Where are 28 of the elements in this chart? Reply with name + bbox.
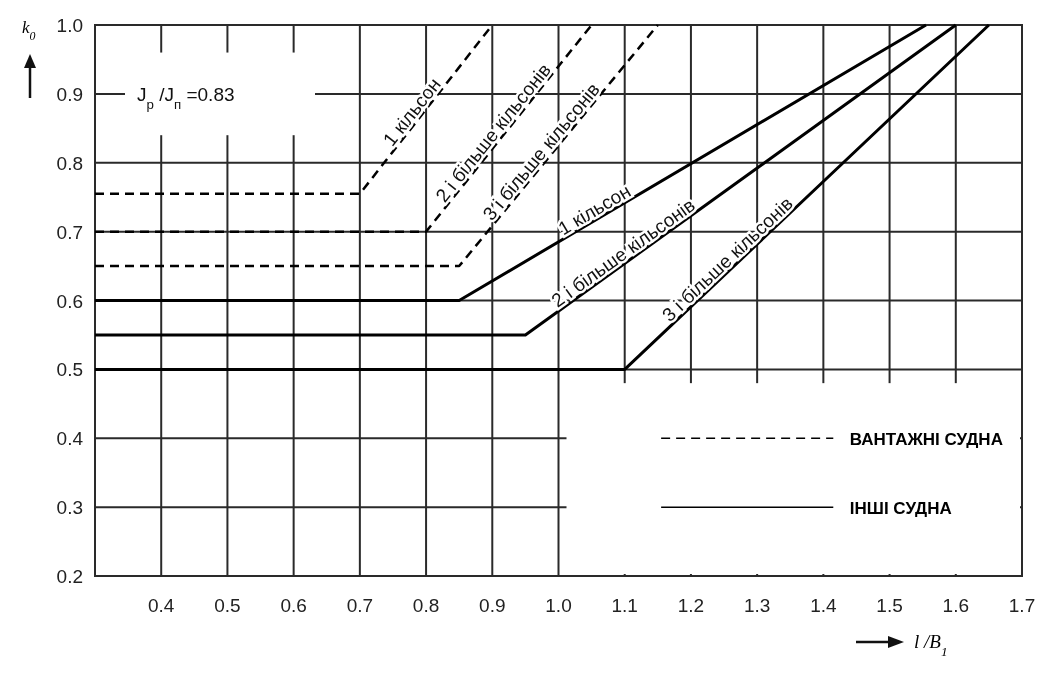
y-tick-label: 0.7 (56, 221, 83, 243)
x-tick-label: 0.7 (346, 595, 374, 616)
annotation: ВАНТАЖНІ СУДНА (849, 430, 1003, 450)
x-tick-label: 1.1 (611, 595, 638, 616)
x-tick-label: 1.5 (876, 595, 903, 616)
y-axis-title: k$_{0}$ (22, 18, 36, 43)
x-tick-label: 1.3 (743, 595, 771, 616)
x-tick-label: 1.2 (677, 595, 705, 616)
annotation: J$_{р}$ /J$_{п}$ =0.83 (137, 83, 235, 112)
y-tick-label: 0.2 (56, 566, 83, 587)
x-tick-label: 1.0 (545, 595, 572, 616)
y-tick-label: 0.3 (56, 497, 83, 519)
y-tick-label: 0.9 (56, 83, 83, 105)
x-tick-label: 0.8 (412, 595, 440, 616)
x-axis-title: l /B$_{1}$ (914, 631, 948, 659)
y-tick-label: 0.6 (56, 290, 83, 312)
y-tick-label: 0.5 (56, 359, 83, 381)
x-tick-label: 0.6 (280, 595, 307, 616)
x-tick-label: 0.9 (479, 595, 506, 616)
x-tick-label: 0.5 (214, 595, 241, 616)
annotation: ІНШІ СУДНА (849, 499, 952, 519)
x-tick-label: 0.4 (148, 595, 175, 616)
x-tick-label: 1.4 (810, 595, 837, 616)
y-tick-label: 1.0 (56, 15, 83, 36)
x-tick-label: 1.6 (942, 595, 969, 616)
y-tick-label: 0.4 (56, 428, 84, 450)
x-tick-label: 1.7 (1008, 595, 1036, 616)
y-tick-label: 0.8 (56, 152, 83, 174)
